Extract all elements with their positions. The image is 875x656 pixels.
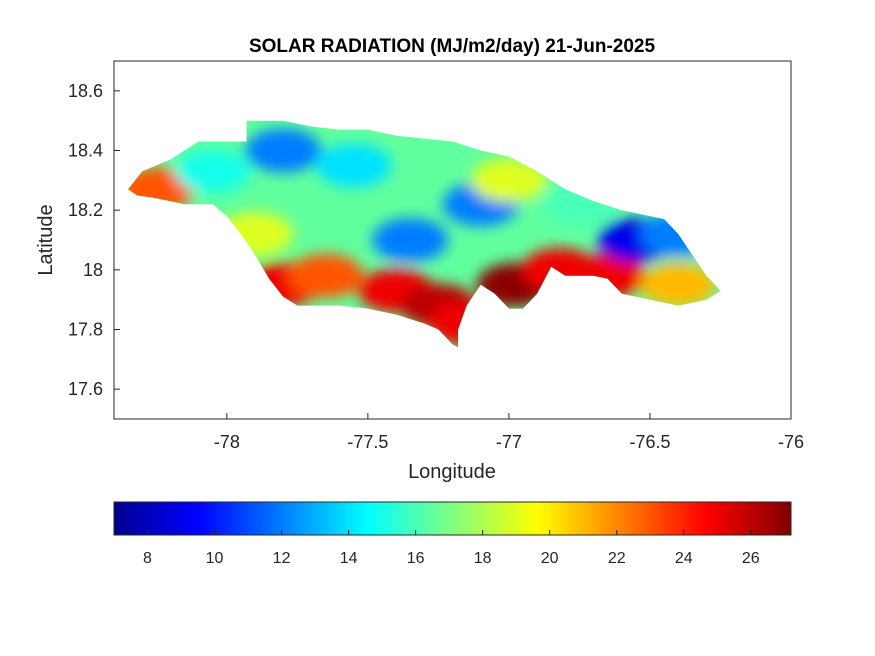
heatmap-cell (640, 262, 717, 307)
y-tick-label: 18 (83, 260, 103, 280)
colorbar-tick-label: 22 (608, 550, 626, 567)
x-tick-label: -76 (778, 432, 804, 452)
x-tick-label: -77.5 (347, 432, 388, 452)
heatmap-cell (287, 253, 364, 298)
x-tick-label: -76.5 (629, 432, 670, 452)
colorbar-ticks: 8 10 12 14 16 18 20 22 24 26 (143, 530, 760, 567)
y-tick-label: 17.8 (68, 320, 103, 340)
heatmap-cell (372, 218, 449, 262)
colorbar-tick-label: 12 (273, 550, 291, 567)
y-axis-label: Latitude (35, 204, 57, 275)
heatmap-cell (245, 128, 322, 173)
y-tick-label: 17.6 (68, 379, 103, 399)
colorbar-tick-label: 26 (742, 550, 760, 567)
chart-title: SOLAR RADIATION (MJ/m2/day) 21-Jun-2025 (249, 36, 656, 57)
heatmap-cells (128, 128, 717, 346)
heatmap-cell (174, 149, 251, 194)
x-tick-label: -78 (214, 432, 240, 452)
y-axis: 17.6 17.8 18 18.2 18.4 18.6 (68, 81, 120, 399)
y-tick-label: 18.6 (68, 81, 103, 101)
colorbar (113, 501, 792, 536)
colorbar-tick-label: 20 (541, 550, 559, 567)
axes-box (113, 60, 792, 420)
colorbar-tick-label: 10 (206, 550, 224, 567)
colorbar-tick-label: 8 (143, 550, 152, 567)
x-tick-label: -77 (496, 432, 522, 452)
x-axis-label: Longitude (408, 461, 496, 483)
y-tick-label: 18.4 (68, 141, 103, 161)
colorbar-tick-label: 16 (407, 550, 425, 567)
y-tick-label: 18.2 (68, 200, 103, 220)
heatmap-cell (470, 158, 547, 203)
colorbar-tick-label: 24 (675, 550, 693, 567)
x-axis: -78 -77.5 -77 -76.5 -76 (214, 413, 804, 452)
colorbar-tick-label: 14 (340, 550, 358, 567)
colorbar-tick-label: 18 (474, 550, 492, 567)
heatmap-cell (315, 143, 392, 188)
